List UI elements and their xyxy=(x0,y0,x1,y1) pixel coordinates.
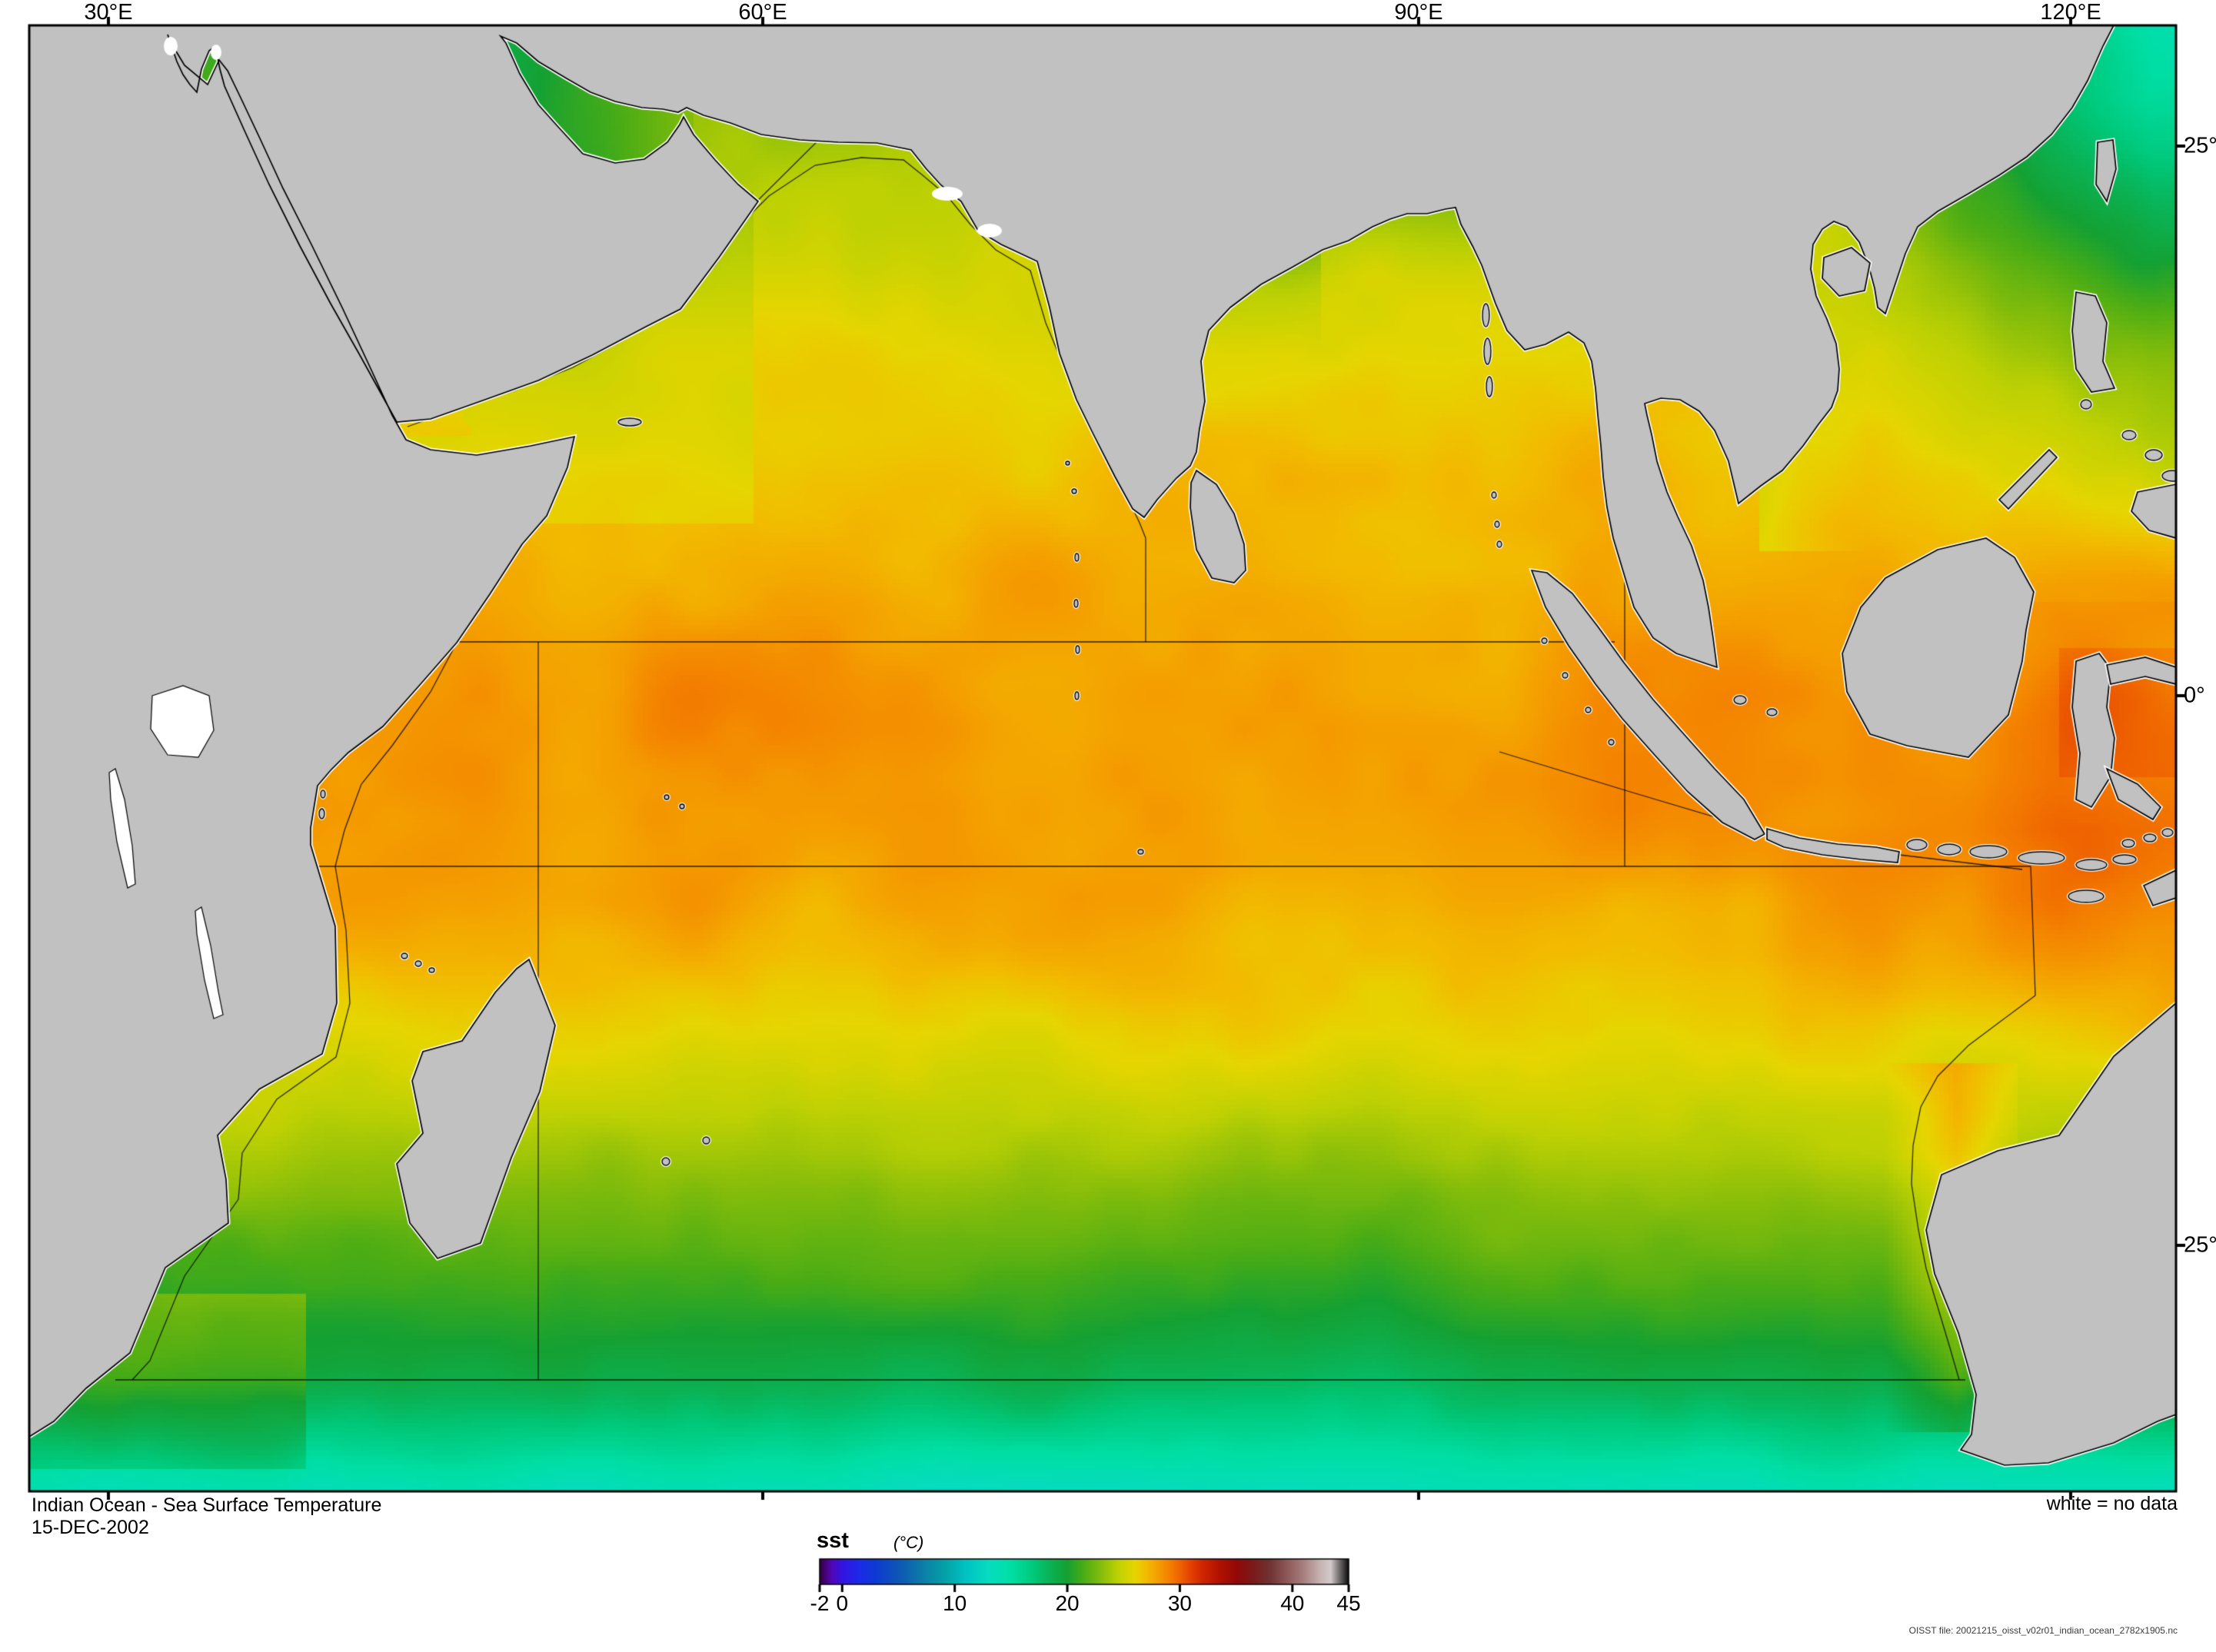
map-title: Indian Ocean - Sea Surface Temperature xyxy=(32,1494,382,1516)
colorbar-label: sst xyxy=(817,1528,849,1553)
lon-tick-label-30e: 30°E xyxy=(84,0,133,25)
lat-tick-label-0: 0° xyxy=(2184,683,2205,708)
colorbar-units: (°C) xyxy=(893,1533,924,1552)
colorbar-tick-label: 10 xyxy=(943,1591,967,1615)
lat-tick-label-25s: 25° xyxy=(2184,1232,2216,1258)
lon-tick-label-60e: 60°E xyxy=(738,0,787,25)
source-file-note: OISST file: 20021215_oisst_v02r01_indian… xyxy=(1908,1625,2178,1636)
colorbar-tick-label: 20 xyxy=(1055,1591,1080,1615)
no-data-note: white = no data xyxy=(2046,1493,2178,1514)
colorbar-tick-label: -2 xyxy=(810,1591,830,1615)
map-date: 15-DEC-2002 xyxy=(32,1517,149,1538)
colorbar-tick-label: 45 xyxy=(1336,1591,1361,1615)
colorbar-tick-label: 40 xyxy=(1280,1591,1305,1615)
lon-tick-label-120e: 120°E xyxy=(2040,0,2101,25)
lat-tick-label-25n: 25° xyxy=(2184,133,2216,158)
colorbar-tick-label: 30 xyxy=(1167,1591,1192,1615)
colorbar-tick-label: 0 xyxy=(836,1591,849,1615)
lon-tick-label-90e: 90°E xyxy=(1394,0,1443,25)
